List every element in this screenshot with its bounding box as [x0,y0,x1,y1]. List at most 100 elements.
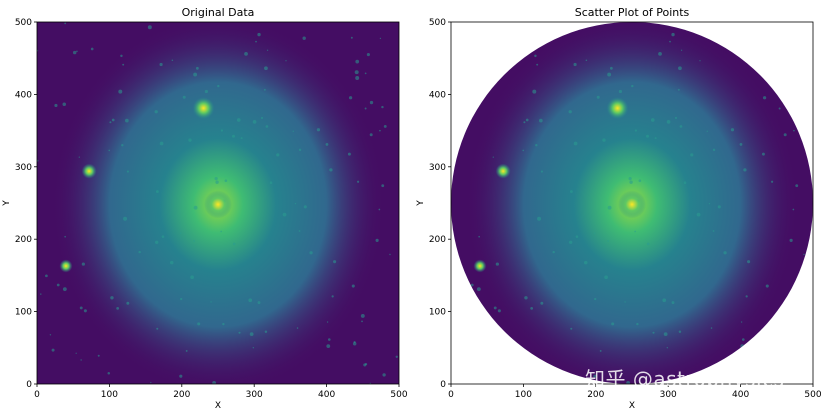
background-star [564,381,566,384]
background-star [331,295,334,298]
axis-ticks: 0 100 200 300 400 500 0 100 200 300 400 500 [429,18,822,400]
background-star [62,102,67,106]
background-star [193,72,198,77]
background-star [761,152,765,156]
background-star [561,25,566,30]
circular-mask [451,22,813,384]
background-star [723,251,727,255]
x-tick-label: 500 [804,390,821,400]
background-star [298,148,302,152]
background-star [523,121,526,124]
background-star [741,338,745,341]
x-tick-label: 500 [390,390,407,400]
background-star [298,230,301,232]
background-star [803,253,805,256]
background-star [745,295,748,298]
background-star [646,134,650,138]
y-axis-label: Y [2,200,12,207]
background-star [536,63,539,66]
background-star [97,354,100,357]
x-tick-label: 400 [732,390,749,400]
x-tick-label: 100 [515,390,532,400]
background-star [493,306,497,310]
background-star [351,284,355,288]
background-star [354,70,359,75]
background-star [220,129,224,132]
background-star [678,66,682,71]
background-star [78,156,80,158]
background-star [609,66,613,70]
background-star [116,306,120,310]
background-star [585,59,588,62]
background-star [624,301,626,303]
background-star [389,253,391,256]
background-star [537,216,542,221]
background-star [302,36,306,40]
background-star [611,322,615,326]
background-star [325,143,329,146]
y-tick-label: 400 [429,90,446,100]
background-star [49,334,52,336]
background-star [309,251,313,255]
background-star [363,363,367,367]
background-star [220,230,223,233]
background-star [193,205,198,210]
background-star [109,121,112,124]
background-star [79,306,83,310]
background-star [252,120,257,124]
background-star [210,301,212,303]
background-star [64,22,67,25]
axis-ticks: 0 100 200 300 400 500 0 100 200 300 400 500 [15,18,408,400]
background-star [382,373,386,377]
background-star [465,348,469,352]
galaxy-core [618,190,646,219]
x-tick-label: 400 [318,390,335,400]
background-star [669,40,671,43]
background-star [743,168,747,172]
background-star [740,321,743,323]
background-star [490,50,492,53]
background-star [666,347,668,349]
background-star [607,72,612,77]
background-star [296,327,299,329]
background-star [766,342,771,346]
background-star [294,203,297,205]
background-star [638,179,642,183]
chart-original-data: Original Data 0 100 200 300 400 500 0 100 200 300… [2,6,408,411]
background-star [650,118,655,122]
background-star [355,76,360,81]
background-star [255,40,257,43]
background-star [522,149,525,152]
background-star [240,137,243,140]
background-star [215,180,219,184]
background-star [248,298,253,303]
background-star [381,105,384,109]
y-tick-label: 100 [429,308,446,318]
background-star [593,232,596,234]
background-star [126,301,130,305]
y-axis-label: Y [416,200,426,207]
background-star [154,110,158,114]
background-star [495,262,499,266]
background-star [303,205,307,209]
background-star [530,306,534,310]
background-star [666,120,671,124]
background-star [747,260,751,264]
background-star [492,156,494,158]
background-star [575,235,579,238]
background-star [573,141,578,146]
background-star [764,36,767,39]
background-star [652,331,655,334]
y-tick-label: 0 [26,380,32,390]
galaxy-core [204,190,232,219]
background-star [671,32,675,37]
background-star [796,373,800,377]
background-star [369,100,374,105]
background-star [185,350,188,352]
y-tick-label: 500 [15,18,32,28]
background-star [454,293,456,295]
background-star [607,240,609,242]
background-star [602,138,606,142]
background-star [568,110,572,114]
background-star [327,338,331,341]
